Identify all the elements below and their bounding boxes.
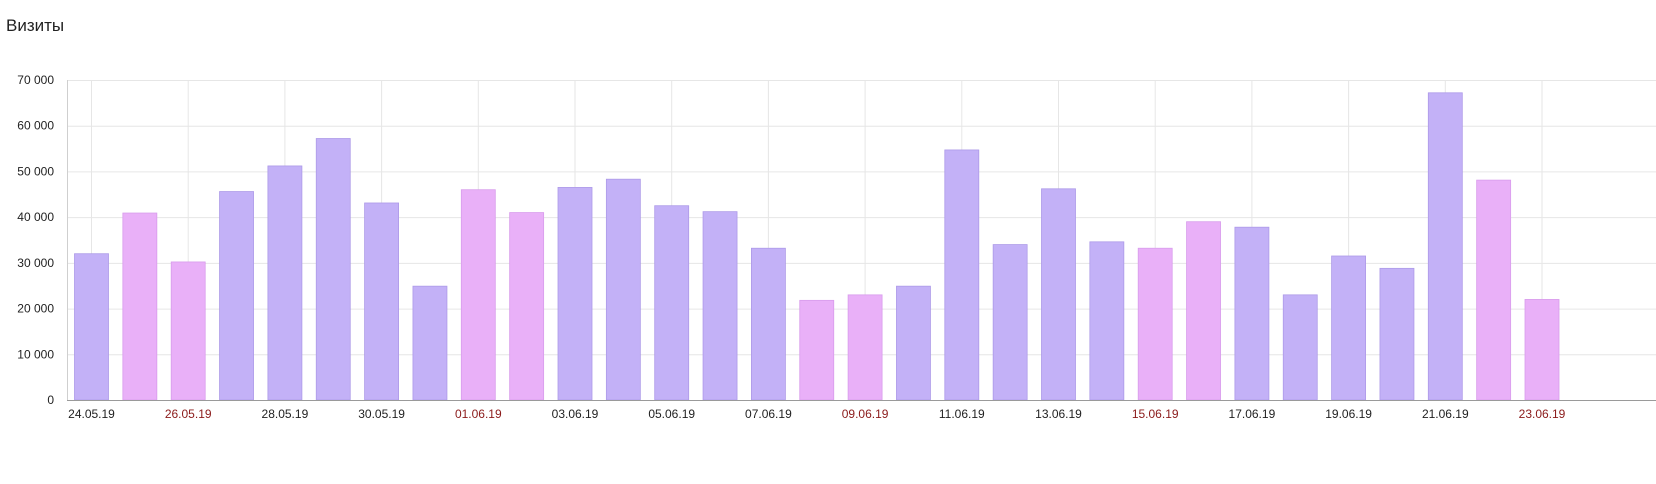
x-tick-label: 11.06.19 xyxy=(939,407,985,421)
x-tick-label: 13.06.19 xyxy=(1035,407,1082,421)
y-tick-label: 70 000 xyxy=(17,73,54,87)
bar-26.05.19[interactable] xyxy=(170,261,206,401)
bar-11.06.19[interactable] xyxy=(944,149,980,401)
x-tick-label: 17.06.19 xyxy=(1229,407,1276,421)
bar-15.06.19[interactable] xyxy=(1137,247,1173,401)
y-tick-label: 30 000 xyxy=(17,256,54,270)
bar-01.06.19[interactable] xyxy=(460,189,496,401)
x-tick-labels: 24.05.19 26.05.19 28.05.19 30.05.19 01.06.19… xyxy=(68,407,1566,421)
x-tick-label: 26.05.19 xyxy=(165,407,212,421)
x-tick-label: 03.06.19 xyxy=(552,407,599,421)
axes xyxy=(67,80,1656,401)
bar-04.06.19[interactable] xyxy=(605,178,641,401)
x-tick-label: 19.06.19 xyxy=(1325,407,1372,421)
x-tick-label: 30.05.19 xyxy=(358,407,405,421)
bar-27.05.19[interactable] xyxy=(219,191,254,401)
bar-25.05.19[interactable] xyxy=(122,212,158,401)
bar-03.06.19[interactable] xyxy=(557,187,593,401)
bar-30.05.19[interactable] xyxy=(364,202,400,401)
bar-07.06.19[interactable] xyxy=(751,247,786,401)
y-tick-label: 20 000 xyxy=(17,302,54,316)
x-tick-label: 23.06.19 xyxy=(1519,407,1566,421)
bar-10.06.19[interactable] xyxy=(896,285,931,401)
bar-05.06.19[interactable] xyxy=(654,205,690,401)
bar-31.05.19[interactable] xyxy=(412,285,448,401)
bar-28.05.19[interactable] xyxy=(267,165,303,401)
bar-23.06.19[interactable] xyxy=(1524,299,1560,401)
x-tick-label: 05.06.19 xyxy=(648,407,695,421)
bar-29.05.19[interactable] xyxy=(315,138,351,401)
x-tick-label: 24.05.19 xyxy=(68,407,115,421)
bars xyxy=(74,92,1560,401)
y-tick-label: 0 xyxy=(47,393,54,407)
bar-12.06.19[interactable] xyxy=(992,244,1028,401)
y-tick-label: 60 000 xyxy=(17,119,54,133)
bar-16.06.19[interactable] xyxy=(1186,221,1221,401)
x-tick-label: 15.06.19 xyxy=(1132,407,1179,421)
bar-09.06.19[interactable] xyxy=(847,294,883,401)
bar-24.05.19[interactable] xyxy=(74,253,109,401)
y-tick-labels: 0 10 000 20 000 30 000 40 000 50 000 60 000 70 … xyxy=(17,73,54,407)
chart-title: Визиты xyxy=(6,16,65,35)
bar-18.06.19[interactable] xyxy=(1282,294,1318,401)
bar-17.06.19[interactable] xyxy=(1234,226,1270,401)
bar-22.06.19[interactable] xyxy=(1476,179,1512,401)
bar-02.06.19[interactable] xyxy=(509,212,545,401)
bar-19.06.19[interactable] xyxy=(1331,255,1366,401)
bar-08.06.19[interactable] xyxy=(799,299,835,401)
bar-06.06.19[interactable] xyxy=(702,211,738,401)
x-tick-label: 01.06.19 xyxy=(455,407,502,421)
y-tick-label: 40 000 xyxy=(17,210,54,224)
bar-20.06.19[interactable] xyxy=(1379,267,1415,401)
x-tick-label: 28.05.19 xyxy=(262,407,309,421)
y-tick-label: 10 000 xyxy=(17,347,54,361)
y-tick-label: 50 000 xyxy=(17,164,54,178)
x-tick-label: 09.06.19 xyxy=(842,407,889,421)
bar-14.06.19[interactable] xyxy=(1089,241,1125,401)
bar-21.06.19[interactable] xyxy=(1427,92,1463,401)
x-tick-label: 21.06.19 xyxy=(1422,407,1469,421)
x-tick-label: 07.06.19 xyxy=(745,407,792,421)
bar-13.06.19[interactable] xyxy=(1041,188,1076,401)
